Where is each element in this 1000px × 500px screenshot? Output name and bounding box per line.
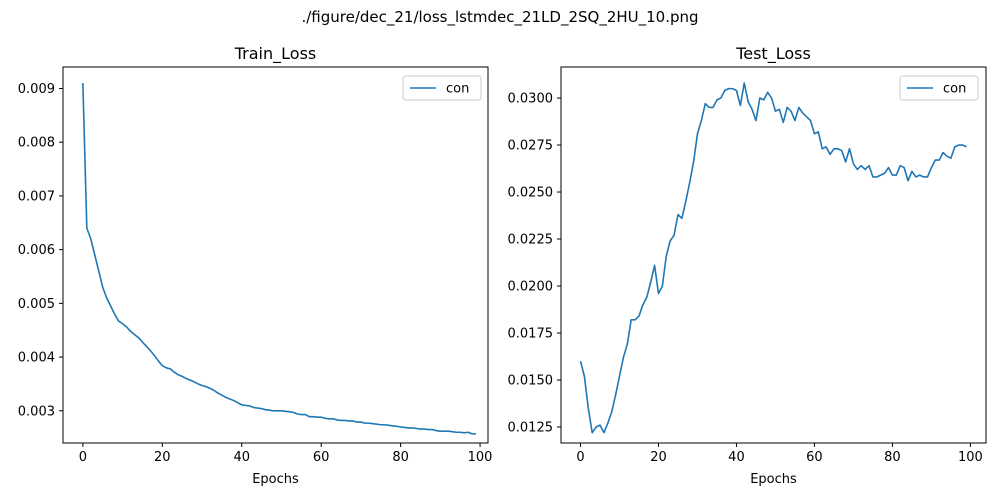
y-tick-label: 0.005 bbox=[18, 297, 55, 312]
legend-box bbox=[899, 75, 979, 101]
x-axis-label: Epochs bbox=[252, 472, 299, 487]
y-tick-label: 0.0200 bbox=[508, 280, 554, 295]
plot-frame bbox=[560, 66, 987, 444]
test-loss-panel: Test_Loss 0 20 40 60 80 100 0.0125 0.0150 0.0175 0… bbox=[508, 44, 987, 487]
y-tick-label: 0.0150 bbox=[508, 374, 554, 389]
x-tick-label: 20 bbox=[650, 450, 667, 465]
y-tick-label: 0.0250 bbox=[508, 186, 554, 201]
y-tick-label: 0.0275 bbox=[508, 139, 554, 154]
legend: con bbox=[899, 75, 979, 101]
x-tick-label: 20 bbox=[154, 450, 171, 465]
y-tick-label: 0.003 bbox=[18, 404, 55, 419]
x-tick-label: 80 bbox=[392, 450, 409, 465]
y-tick-label: 0.0300 bbox=[508, 92, 554, 107]
legend: con bbox=[402, 75, 482, 101]
x-tick-label: 100 bbox=[958, 450, 983, 465]
panel-title: Train_Loss bbox=[234, 44, 316, 64]
x-tick-label: 60 bbox=[313, 450, 330, 465]
legend-box bbox=[402, 75, 482, 101]
y-tick-label: 0.0175 bbox=[508, 327, 554, 342]
panel-title: Test_Loss bbox=[735, 44, 811, 64]
y-tick-label: 0.004 bbox=[18, 351, 55, 366]
x-tick-label: 60 bbox=[806, 450, 823, 465]
y-tick-label: 0.0225 bbox=[508, 233, 554, 248]
train-loss-panel: Train_Loss 0 20 40 60 80 100 0.003 0.004 0.005 0.0… bbox=[18, 44, 493, 487]
plot-frame bbox=[62, 66, 489, 444]
legend-label: con bbox=[943, 82, 966, 97]
x-tick-label: 0 bbox=[79, 450, 87, 465]
x-tick-label: 40 bbox=[728, 450, 745, 465]
x-tick-label: 100 bbox=[468, 450, 493, 465]
legend-label: con bbox=[446, 82, 469, 97]
x-tick-label: 80 bbox=[884, 450, 901, 465]
y-tick-label: 0.0125 bbox=[508, 421, 554, 436]
y-tick-label: 0.006 bbox=[18, 243, 55, 258]
x-tick-label: 40 bbox=[233, 450, 250, 465]
y-tick-label: 0.007 bbox=[18, 189, 55, 204]
y-tick-label: 0.009 bbox=[18, 82, 55, 97]
series-line-con bbox=[82, 83, 477, 435]
figure-title: ./figure/dec_21/loss_lstmdec_21LD_2SQ_2H… bbox=[301, 8, 699, 26]
x-tick-label: 0 bbox=[576, 450, 584, 465]
x-axis-label: Epochs bbox=[750, 472, 797, 487]
y-tick-label: 0.008 bbox=[18, 136, 55, 151]
series-line-con bbox=[579, 82, 967, 434]
